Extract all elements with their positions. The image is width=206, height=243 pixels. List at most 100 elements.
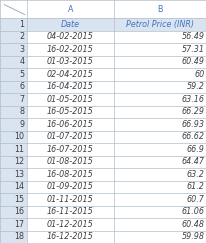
Bar: [27, 31, 113, 43]
Text: 01-03-2015: 01-03-2015: [47, 57, 93, 66]
Text: 66.29: 66.29: [181, 107, 204, 116]
Text: 1: 1: [19, 20, 24, 29]
Text: 16-05-2015: 16-05-2015: [47, 107, 93, 116]
Bar: [27, 81, 113, 93]
Bar: [0, 18, 27, 31]
Bar: [0, 56, 27, 68]
Text: 16-06-2015: 16-06-2015: [47, 120, 93, 129]
Bar: [113, 218, 206, 231]
Text: 10: 10: [14, 132, 24, 141]
Text: 61.06: 61.06: [181, 207, 204, 216]
Bar: [0, 206, 27, 218]
Bar: [0, 81, 27, 93]
Text: Petrol Price (INR): Petrol Price (INR): [126, 20, 193, 29]
Bar: [27, 193, 113, 206]
Bar: [27, 218, 113, 231]
Text: 4: 4: [19, 57, 24, 66]
Bar: [113, 43, 206, 56]
Text: B: B: [157, 5, 162, 14]
Text: 16-12-2015: 16-12-2015: [47, 232, 93, 241]
Bar: [27, 143, 113, 156]
Text: 01-11-2015: 01-11-2015: [47, 195, 93, 204]
Text: 59.2: 59.2: [186, 82, 204, 91]
Bar: [0, 143, 27, 156]
Bar: [0, 43, 27, 56]
Text: 01-12-2015: 01-12-2015: [47, 220, 93, 229]
Text: 01-09-2015: 01-09-2015: [47, 182, 93, 191]
Bar: [113, 56, 206, 68]
Text: 16-02-2015: 16-02-2015: [47, 45, 93, 54]
Text: A: A: [67, 5, 73, 14]
Text: 7: 7: [19, 95, 24, 104]
Text: 66.9: 66.9: [186, 145, 204, 154]
Text: 16-08-2015: 16-08-2015: [47, 170, 93, 179]
Text: Date: Date: [61, 20, 80, 29]
Bar: [0, 131, 27, 143]
Bar: [113, 193, 206, 206]
Text: 60.49: 60.49: [181, 57, 204, 66]
Bar: [0, 106, 27, 118]
Text: 12: 12: [14, 157, 24, 166]
Bar: [113, 118, 206, 131]
Bar: [27, 168, 113, 181]
Text: 01-05-2015: 01-05-2015: [47, 95, 93, 104]
Bar: [27, 181, 113, 193]
Text: 59.98: 59.98: [181, 232, 204, 241]
Bar: [27, 68, 113, 81]
Text: 5: 5: [19, 70, 24, 79]
Text: 61.2: 61.2: [186, 182, 204, 191]
Text: 01-08-2015: 01-08-2015: [47, 157, 93, 166]
Text: 63.16: 63.16: [181, 95, 204, 104]
Text: 66.62: 66.62: [181, 132, 204, 141]
Bar: [0, 31, 27, 43]
Text: 15: 15: [14, 195, 24, 204]
Text: 18: 18: [14, 232, 24, 241]
Bar: [0, 156, 27, 168]
Text: 2: 2: [19, 33, 24, 42]
Bar: [27, 131, 113, 143]
Bar: [113, 181, 206, 193]
Bar: [27, 156, 113, 168]
Text: 9: 9: [19, 120, 24, 129]
Text: 13: 13: [14, 170, 24, 179]
Text: 16: 16: [14, 207, 24, 216]
Bar: [27, 106, 113, 118]
Text: 01-07-2015: 01-07-2015: [47, 132, 93, 141]
Bar: [27, 206, 113, 218]
Bar: [113, 168, 206, 181]
Text: 60: 60: [193, 70, 204, 79]
Text: 14: 14: [14, 182, 24, 191]
Text: 6: 6: [19, 82, 24, 91]
Bar: [27, 43, 113, 56]
Bar: [0, 118, 27, 131]
Text: 02-04-2015: 02-04-2015: [47, 70, 93, 79]
Bar: [0, 193, 27, 206]
Text: 60.7: 60.7: [186, 195, 204, 204]
Text: 16-04-2015: 16-04-2015: [47, 82, 93, 91]
Text: 3: 3: [19, 45, 24, 54]
Bar: [113, 106, 206, 118]
Bar: [27, 118, 113, 131]
Bar: [0, 181, 27, 193]
Text: 56.49: 56.49: [181, 33, 204, 42]
Bar: [27, 18, 113, 31]
Text: 57.31: 57.31: [181, 45, 204, 54]
Bar: [113, 68, 206, 81]
Bar: [0, 218, 27, 231]
Bar: [113, 143, 206, 156]
Bar: [0, 68, 27, 81]
Bar: [113, 81, 206, 93]
Bar: [0, 0, 27, 18]
Bar: [113, 231, 206, 243]
Bar: [113, 93, 206, 106]
Text: 60.48: 60.48: [181, 220, 204, 229]
Text: 66.93: 66.93: [181, 120, 204, 129]
Bar: [113, 31, 206, 43]
Text: 16-07-2015: 16-07-2015: [47, 145, 93, 154]
Text: 63.2: 63.2: [186, 170, 204, 179]
Text: 64.47: 64.47: [181, 157, 204, 166]
Bar: [27, 93, 113, 106]
Bar: [27, 56, 113, 68]
Bar: [113, 0, 206, 18]
Bar: [113, 206, 206, 218]
